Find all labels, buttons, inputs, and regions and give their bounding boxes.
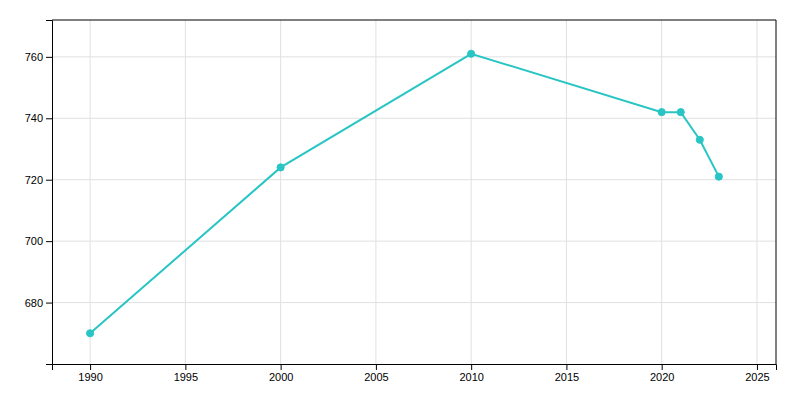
plot-frame-right [776, 20, 777, 364]
x-tick-mark [90, 364, 91, 370]
x-grid-line [375, 20, 376, 364]
marker [658, 109, 665, 116]
y-grid-line [52, 118, 776, 119]
x-tick: 1990 [78, 364, 102, 383]
plot-area: 1990 1995 2000 2005 2010 2015 2020 2025 680 700 72… [25, 20, 777, 383]
line [90, 54, 719, 334]
marker [87, 330, 94, 337]
y-grid-line [52, 56, 776, 57]
x-tick-label: 2015 [555, 371, 579, 383]
x-grid-line [566, 20, 567, 364]
y-tick: 760 [25, 51, 52, 63]
x-tick-mark [566, 364, 567, 370]
x-tick-label: 1995 [174, 371, 198, 383]
plot-frame-top [52, 20, 776, 21]
y-tick-mark [46, 57, 52, 58]
x-tick-label: 2000 [269, 371, 293, 383]
y-tick: 700 [25, 235, 52, 247]
y-tick-mark [46, 180, 52, 181]
y-tick-label: 740 [25, 112, 43, 124]
y-tick: 740 [25, 112, 52, 124]
x-grid-line [471, 20, 472, 364]
y-tick-mark [46, 303, 52, 304]
x-tick-label: 2025 [745, 371, 769, 383]
x-tick-label: 2020 [650, 371, 674, 383]
y-tick-label: 760 [25, 51, 43, 63]
y-grid-line [52, 179, 776, 180]
chart-container: 1990 1995 2000 2005 2010 2015 2020 2025 680 700 72… [0, 0, 800, 400]
chart-svg: 1990 1995 2000 2005 2010 2015 2020 2025 680 700 72… [0, 0, 800, 400]
y-tick-mark [46, 241, 52, 242]
x-tick: 2020 [650, 364, 674, 383]
x-tick-mark [662, 364, 663, 370]
x-axis-line [53, 365, 777, 371]
marker [715, 173, 722, 180]
x-tick: 2015 [555, 364, 579, 383]
y-tick: 720 [25, 174, 52, 186]
y-axis: 680 700 720 740 760 [25, 21, 53, 365]
x-tick-label: 2010 [459, 371, 483, 383]
marker [468, 50, 475, 57]
marker [277, 164, 284, 171]
y-tick-label: 700 [25, 235, 43, 247]
x-tick: 1995 [174, 364, 198, 383]
x-tick-label: 2005 [364, 371, 388, 383]
x-grid-line [756, 20, 757, 364]
x-grid-line [280, 20, 281, 364]
marker [696, 136, 703, 143]
y-grid-line [52, 302, 776, 303]
y-axis-line [46, 21, 53, 365]
grid [52, 20, 776, 364]
y-tick-label: 680 [25, 297, 43, 309]
x-grid-line [661, 20, 662, 364]
marker [677, 109, 684, 116]
x-tick-mark [471, 364, 472, 370]
series [87, 50, 723, 337]
x-tick: 2000 [269, 364, 293, 383]
x-tick: 2010 [459, 364, 483, 383]
x-tick: 2005 [364, 364, 388, 383]
y-tick-label: 720 [25, 174, 43, 186]
x-tick-mark [757, 364, 758, 370]
x-tick-mark [376, 364, 377, 370]
x-grid-line [185, 20, 186, 364]
x-axis: 1990 1995 2000 2005 2010 2015 2020 2025 [53, 364, 777, 383]
x-tick: 2025 [745, 364, 769, 383]
y-tick: 680 [25, 297, 52, 309]
x-tick-mark [281, 364, 282, 370]
x-tick-label: 1990 [78, 371, 102, 383]
x-grid-line [90, 20, 91, 364]
y-grid-line [52, 241, 776, 242]
x-tick-mark [185, 364, 186, 370]
y-tick-mark [46, 118, 52, 119]
